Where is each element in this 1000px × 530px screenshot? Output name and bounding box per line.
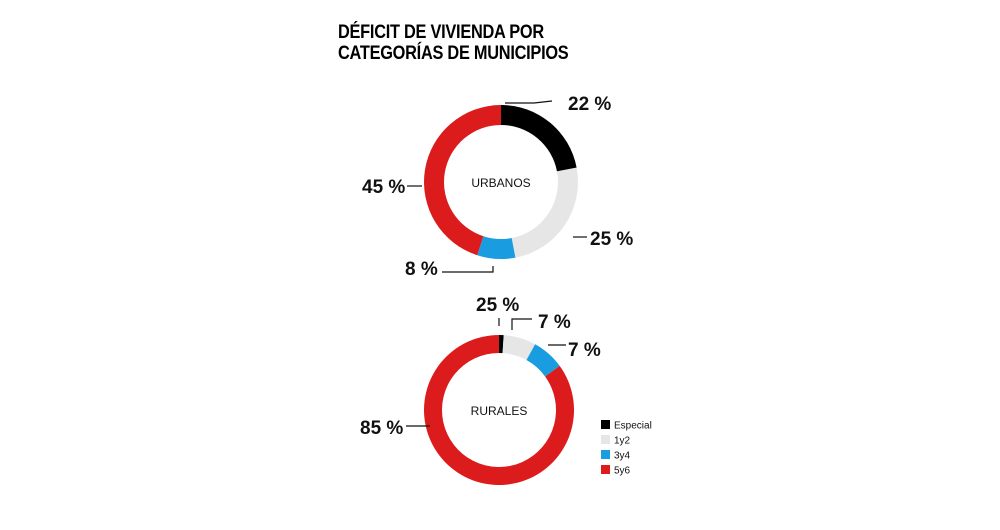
slice-rurales-especial: [499, 335, 504, 354]
slice-urbanos-especial: [501, 105, 577, 172]
slice-rurales-3y4: [526, 344, 560, 377]
leader-line-urbanos-3y4: [442, 266, 494, 273]
data-label-urbanos-1y2: 25 %: [590, 229, 633, 250]
legend: Especial 1y2 3y4 5y6: [601, 420, 652, 477]
slice-rurales-1y2: [502, 335, 536, 361]
legend-label-5y6: 5y6: [614, 466, 631, 477]
data-label-urbanos-3y4: 8 %: [405, 259, 438, 280]
data-label-rurales-especial: 25 %: [476, 295, 519, 316]
legend-label-1y2: 1y2: [614, 436, 631, 447]
chart-title: DÉFICIT DE VIVIENDA POR CATEGORÍAS DE MU…: [338, 22, 569, 64]
slice-urbanos-3y4: [477, 236, 516, 259]
leader-line-rurales-1y2: [511, 318, 532, 330]
legend-swatch-especial: [601, 420, 610, 429]
legend-label-3y4: 3y4: [614, 451, 631, 462]
legend-swatch-5y6: [601, 465, 610, 474]
data-label-urbanos-especial: 22 %: [568, 94, 611, 115]
slice-urbanos-5y6: [423, 105, 501, 256]
center-label-rurales: RURALES: [471, 404, 528, 418]
data-label-rurales-3y4: 7 %: [568, 340, 601, 361]
data-label-rurales-5y6: 85 %: [360, 418, 403, 439]
slice-urbanos-1y2: [511, 167, 578, 258]
legend-label-especial: Especial: [614, 421, 652, 432]
center-label-urbanos: URBANOS: [471, 176, 530, 190]
legend-swatch-3y4: [601, 450, 610, 459]
data-label-rurales-1y2: 7 %: [538, 312, 571, 333]
leader-line-urbanos-especial: [505, 100, 553, 104]
donut-urbanos: URBANOS 22 % 25 % 8 % 45 %: [362, 94, 633, 280]
legend-swatch-1y2: [601, 435, 610, 444]
donut-rurales: RURALES 25 % 7 % 7 % 85 %: [360, 295, 601, 486]
data-label-urbanos-5y6: 45 %: [362, 177, 405, 198]
